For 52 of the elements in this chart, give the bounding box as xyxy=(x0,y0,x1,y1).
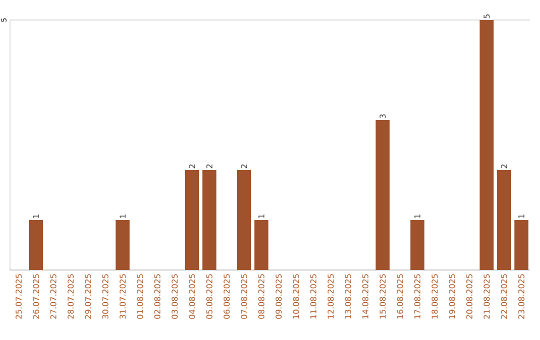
x-tick-label: 06.08.2025 xyxy=(224,274,230,319)
x-tick-label: 13.08.2025 xyxy=(344,274,352,318)
data-label: 3 xyxy=(380,114,386,118)
x-tick-label: 31.07.2025 xyxy=(120,274,126,319)
x-tick-label: 03.08.2025 xyxy=(172,274,178,319)
data-label: 1 xyxy=(518,214,524,218)
x-tick-label: 17.08.2025 xyxy=(414,274,420,318)
x-tick-label: 09.08.2025 xyxy=(276,274,282,319)
bar xyxy=(514,220,528,270)
x-tick-label: 19.08.2025 xyxy=(448,274,456,318)
data-label: 1 xyxy=(258,214,264,218)
x-tick-label: 08.08.2025 xyxy=(258,274,264,319)
bar xyxy=(497,170,512,270)
x-tick-label: 11.08.2025 xyxy=(310,274,316,318)
bar xyxy=(376,120,390,270)
bar xyxy=(202,170,216,270)
data-label: 2 xyxy=(189,164,195,168)
x-tick-label: 04.08.2025 xyxy=(188,274,196,319)
x-tick-label: 26.07.2025 xyxy=(32,274,40,319)
x-tick-label: 02.08.2025 xyxy=(154,274,160,319)
bar xyxy=(29,220,43,270)
data-label: 5 xyxy=(484,14,490,18)
x-tick-label: 18.08.2025 xyxy=(432,274,438,318)
x-tick-label: 10.08.2025 xyxy=(292,274,300,318)
data-label: 1 xyxy=(120,214,126,218)
data-label: 1 xyxy=(33,214,39,218)
x-tick-label: 05.08.2025 xyxy=(206,274,212,319)
x-tick-label: 12.08.2025 xyxy=(328,274,334,318)
x-tick-label: 21.08.2025 xyxy=(484,274,490,319)
bar xyxy=(480,20,494,270)
x-tick-label: 16.08.2025 xyxy=(396,274,404,318)
data-label: 2 xyxy=(206,164,212,168)
data-label: 2 xyxy=(501,164,507,168)
x-tick-label: 28.07.2025 xyxy=(68,274,74,319)
x-tick-label: 07.08.2025 xyxy=(240,274,248,319)
x-tick-label: 25.07.2025 xyxy=(16,274,22,319)
x-tick-label: 15.08.2025 xyxy=(380,274,386,318)
x-tick-label: 22.08.2025 xyxy=(500,274,508,319)
bar xyxy=(185,170,200,270)
data-label: 2 xyxy=(241,164,247,168)
x-tick-label: 23.08.2025 xyxy=(518,274,524,319)
bar xyxy=(254,220,268,270)
x-tick-label: 27.07.2025 xyxy=(50,274,56,319)
x-tick-label: 14.08.2025 xyxy=(362,274,368,318)
x-tick-label: 29.07.2025 xyxy=(84,274,92,319)
bar xyxy=(410,220,424,270)
x-tick-label: 20.08.2025 xyxy=(466,274,472,319)
x-tick-label: 01.08.2025 xyxy=(136,274,144,319)
bar xyxy=(237,170,251,270)
data-label: 1 xyxy=(414,214,420,218)
x-tick-label: 30.07.2025 xyxy=(102,274,108,319)
bar xyxy=(116,220,130,270)
